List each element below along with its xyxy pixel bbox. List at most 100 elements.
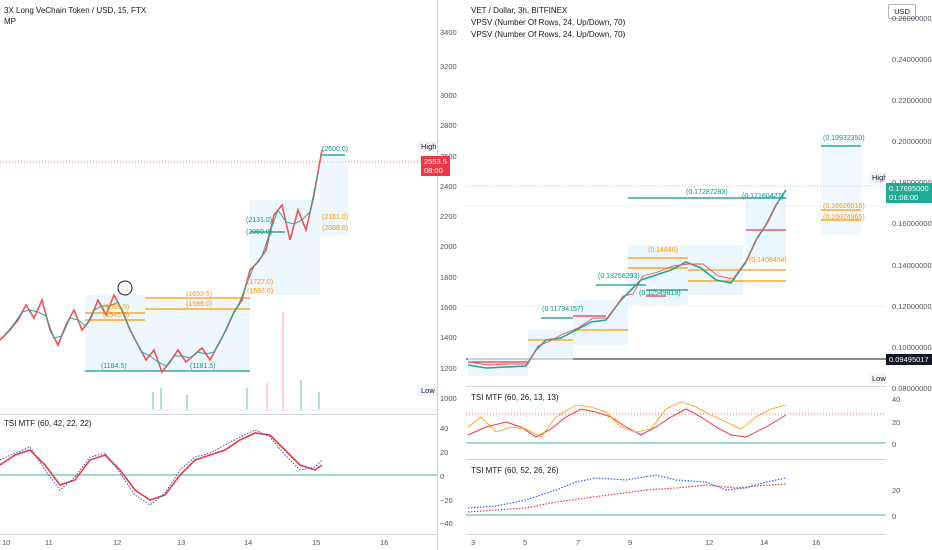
right-date-tick: 14 xyxy=(760,538,769,547)
left-chart-title: 3X Long VeChain Token / USD, 15, FTX xyxy=(4,6,147,15)
left-tsi-plot[interactable] xyxy=(0,415,437,535)
right-black-line-price: 0.09495017 xyxy=(886,354,932,365)
left-price-tick: 1400 xyxy=(440,333,457,342)
left-date-tick: 11 xyxy=(45,538,53,547)
left-level-label: (2088.0) xyxy=(322,225,349,232)
right-price-tick: 0.24000000 xyxy=(892,55,932,64)
left-tsi-tick: 20 xyxy=(440,448,449,457)
left-level-label: (2600.0) xyxy=(322,146,349,153)
right-price-tick: 0.12000000 xyxy=(892,302,932,311)
left-price-tick: 3400 xyxy=(440,28,457,37)
left-level-label: (1586.0) xyxy=(186,301,213,308)
right-chart-pane[interactable]: VET / Dollar, 3h, BITFINEX VPSV (Number … xyxy=(466,0,886,550)
right-price-tick: 0.14000000 xyxy=(892,261,932,270)
right-tsi2-title[interactable]: TSI MTF (60, 52, 26, 26) xyxy=(471,466,559,475)
right-price-tick: 0.10000000 xyxy=(892,343,932,352)
left-level-label: (1569.5) xyxy=(103,304,130,311)
currency-button[interactable]: USD xyxy=(888,4,916,19)
right-tsi1-plot[interactable] xyxy=(466,387,886,459)
right-level-label: (0.16626016) xyxy=(823,203,865,210)
left-level-label: (1653.5) xyxy=(186,291,213,298)
left-level-label: (2161.0) xyxy=(322,214,349,221)
left-level-label: (2131.0) xyxy=(246,217,273,224)
left-level-label: (1184.5) xyxy=(101,363,127,370)
right-high-label: High − 0.17890000 xyxy=(869,172,886,183)
right-price-tick: 0.22000000 xyxy=(892,96,932,105)
right-date-tick: 7 xyxy=(576,538,581,547)
left-tsi-tick: 40 xyxy=(440,424,449,433)
left-price-axis[interactable]: 3400 xyxy=(405,0,437,534)
right-level-label: (0.1408404) xyxy=(749,257,787,264)
left-date-tick: 16 xyxy=(380,538,389,547)
right-level-label: (0.16074965) xyxy=(823,214,865,221)
left-price-tick: 1600 xyxy=(440,303,457,312)
right-tsi1-tick: 20 xyxy=(892,418,901,427)
left-countdown: 08:00 xyxy=(424,166,443,175)
left-pane-divider[interactable] xyxy=(0,414,437,415)
right-level-label: (0.17160427) xyxy=(742,193,784,200)
right-level-label: (0.19932350) xyxy=(823,135,865,142)
right-date-tick: 5 xyxy=(523,538,528,547)
left-price-tick: 3200 xyxy=(440,62,457,71)
right-main-plot[interactable] xyxy=(466,0,886,385)
left-price-tick: 1200 xyxy=(440,364,457,373)
right-chart-title: VET / Dollar, 3h, BITFINEX xyxy=(471,6,568,15)
right-level-label: (0.11734157) xyxy=(542,306,584,313)
left-level-label: (2050.0) xyxy=(246,229,273,236)
left-date-tick: 13 xyxy=(177,538,186,547)
left-indicator-label[interactable]: MP xyxy=(4,17,16,26)
right-level-label: (0.12549819) xyxy=(639,290,681,297)
right-price-tick: 0.08000000 xyxy=(892,384,932,393)
right-pane-divider-2[interactable] xyxy=(466,459,886,460)
right-price-tick: 0.18000000 xyxy=(892,178,932,187)
chart-divider[interactable] xyxy=(437,0,438,550)
left-price-tick: 2200 xyxy=(440,212,457,221)
right-indicator-1[interactable]: VPSV (Number Of Rows, 24, Up/Down, 70) xyxy=(471,18,626,27)
left-tsi-tick: −40 xyxy=(440,519,453,528)
left-date-tick: 14 xyxy=(244,538,253,547)
left-low-label: Low − 1063.5 xyxy=(418,385,437,396)
left-price-tick: 1800 xyxy=(440,273,457,282)
right-level-label: (0.13256293) xyxy=(598,273,640,280)
right-level-label: (0.14840) xyxy=(648,247,678,254)
left-price-tick: 1000 xyxy=(440,394,457,403)
right-last-price-tag: 0.17695000 01:08:00 xyxy=(886,183,932,203)
left-level-label: (1545.5) xyxy=(103,312,130,319)
left-price-tick: 2800 xyxy=(440,121,457,130)
right-level-label: (0.17287283) xyxy=(686,189,728,196)
left-date-tick: 12 xyxy=(113,538,122,547)
left-tsi-tick: −20 xyxy=(440,496,453,505)
right-tsi2-tick: 20 xyxy=(892,486,901,495)
right-tsi2-plot[interactable] xyxy=(466,460,886,534)
left-level-label: (1697.0) xyxy=(247,288,274,295)
right-tsi1-tick: 40 xyxy=(892,395,901,404)
right-time-axis-divider xyxy=(466,534,886,535)
left-level-label: (1727.0) xyxy=(247,279,274,286)
right-tsi1-title[interactable]: TSI MTF (60, 26, 13, 13) xyxy=(471,393,559,402)
right-tsi1-tick: 0 xyxy=(892,440,897,449)
left-last-price: 2553.5 xyxy=(424,157,447,166)
right-price-tick: 0.26000000 xyxy=(892,14,932,23)
left-main-plot[interactable] xyxy=(0,0,437,415)
right-indicator-2[interactable]: VPSV (Number Of Rows, 24, Up/Down, 70) xyxy=(471,30,626,39)
right-date-tick: 16 xyxy=(812,538,821,547)
right-pane-divider-1[interactable] xyxy=(466,386,886,387)
left-tsi-tick: 0 xyxy=(440,472,445,481)
right-low-label: Low − 0.08679200 xyxy=(869,373,886,384)
left-time-axis-divider xyxy=(0,534,437,535)
right-tsi2-tick: 0 xyxy=(892,512,897,521)
right-date-tick: 3 xyxy=(471,538,476,547)
right-price-tick: 0.20000000 xyxy=(892,137,932,146)
right-price-tick: 0.16000000 xyxy=(892,219,932,228)
left-last-price-tag: 2553.5 08:00 xyxy=(421,156,450,176)
right-date-tick: 9 xyxy=(628,538,633,547)
right-last-price: 0.17695000 xyxy=(889,184,929,193)
left-tsi-title[interactable]: TSI MTF (60, 42, 22, 22) xyxy=(4,419,92,428)
left-chart-pane[interactable]: 3X Long VeChain Token / USD, 15, FTX MP xyxy=(0,0,437,550)
left-price-tick: 2000 xyxy=(440,242,457,251)
right-date-tick: 12 xyxy=(705,538,714,547)
left-level-label: (1181.5) xyxy=(190,363,216,370)
left-high-label: High − 2660.5 xyxy=(418,141,437,152)
right-countdown: 01:08:00 xyxy=(889,193,919,202)
left-date-tick: 15 xyxy=(312,538,321,547)
